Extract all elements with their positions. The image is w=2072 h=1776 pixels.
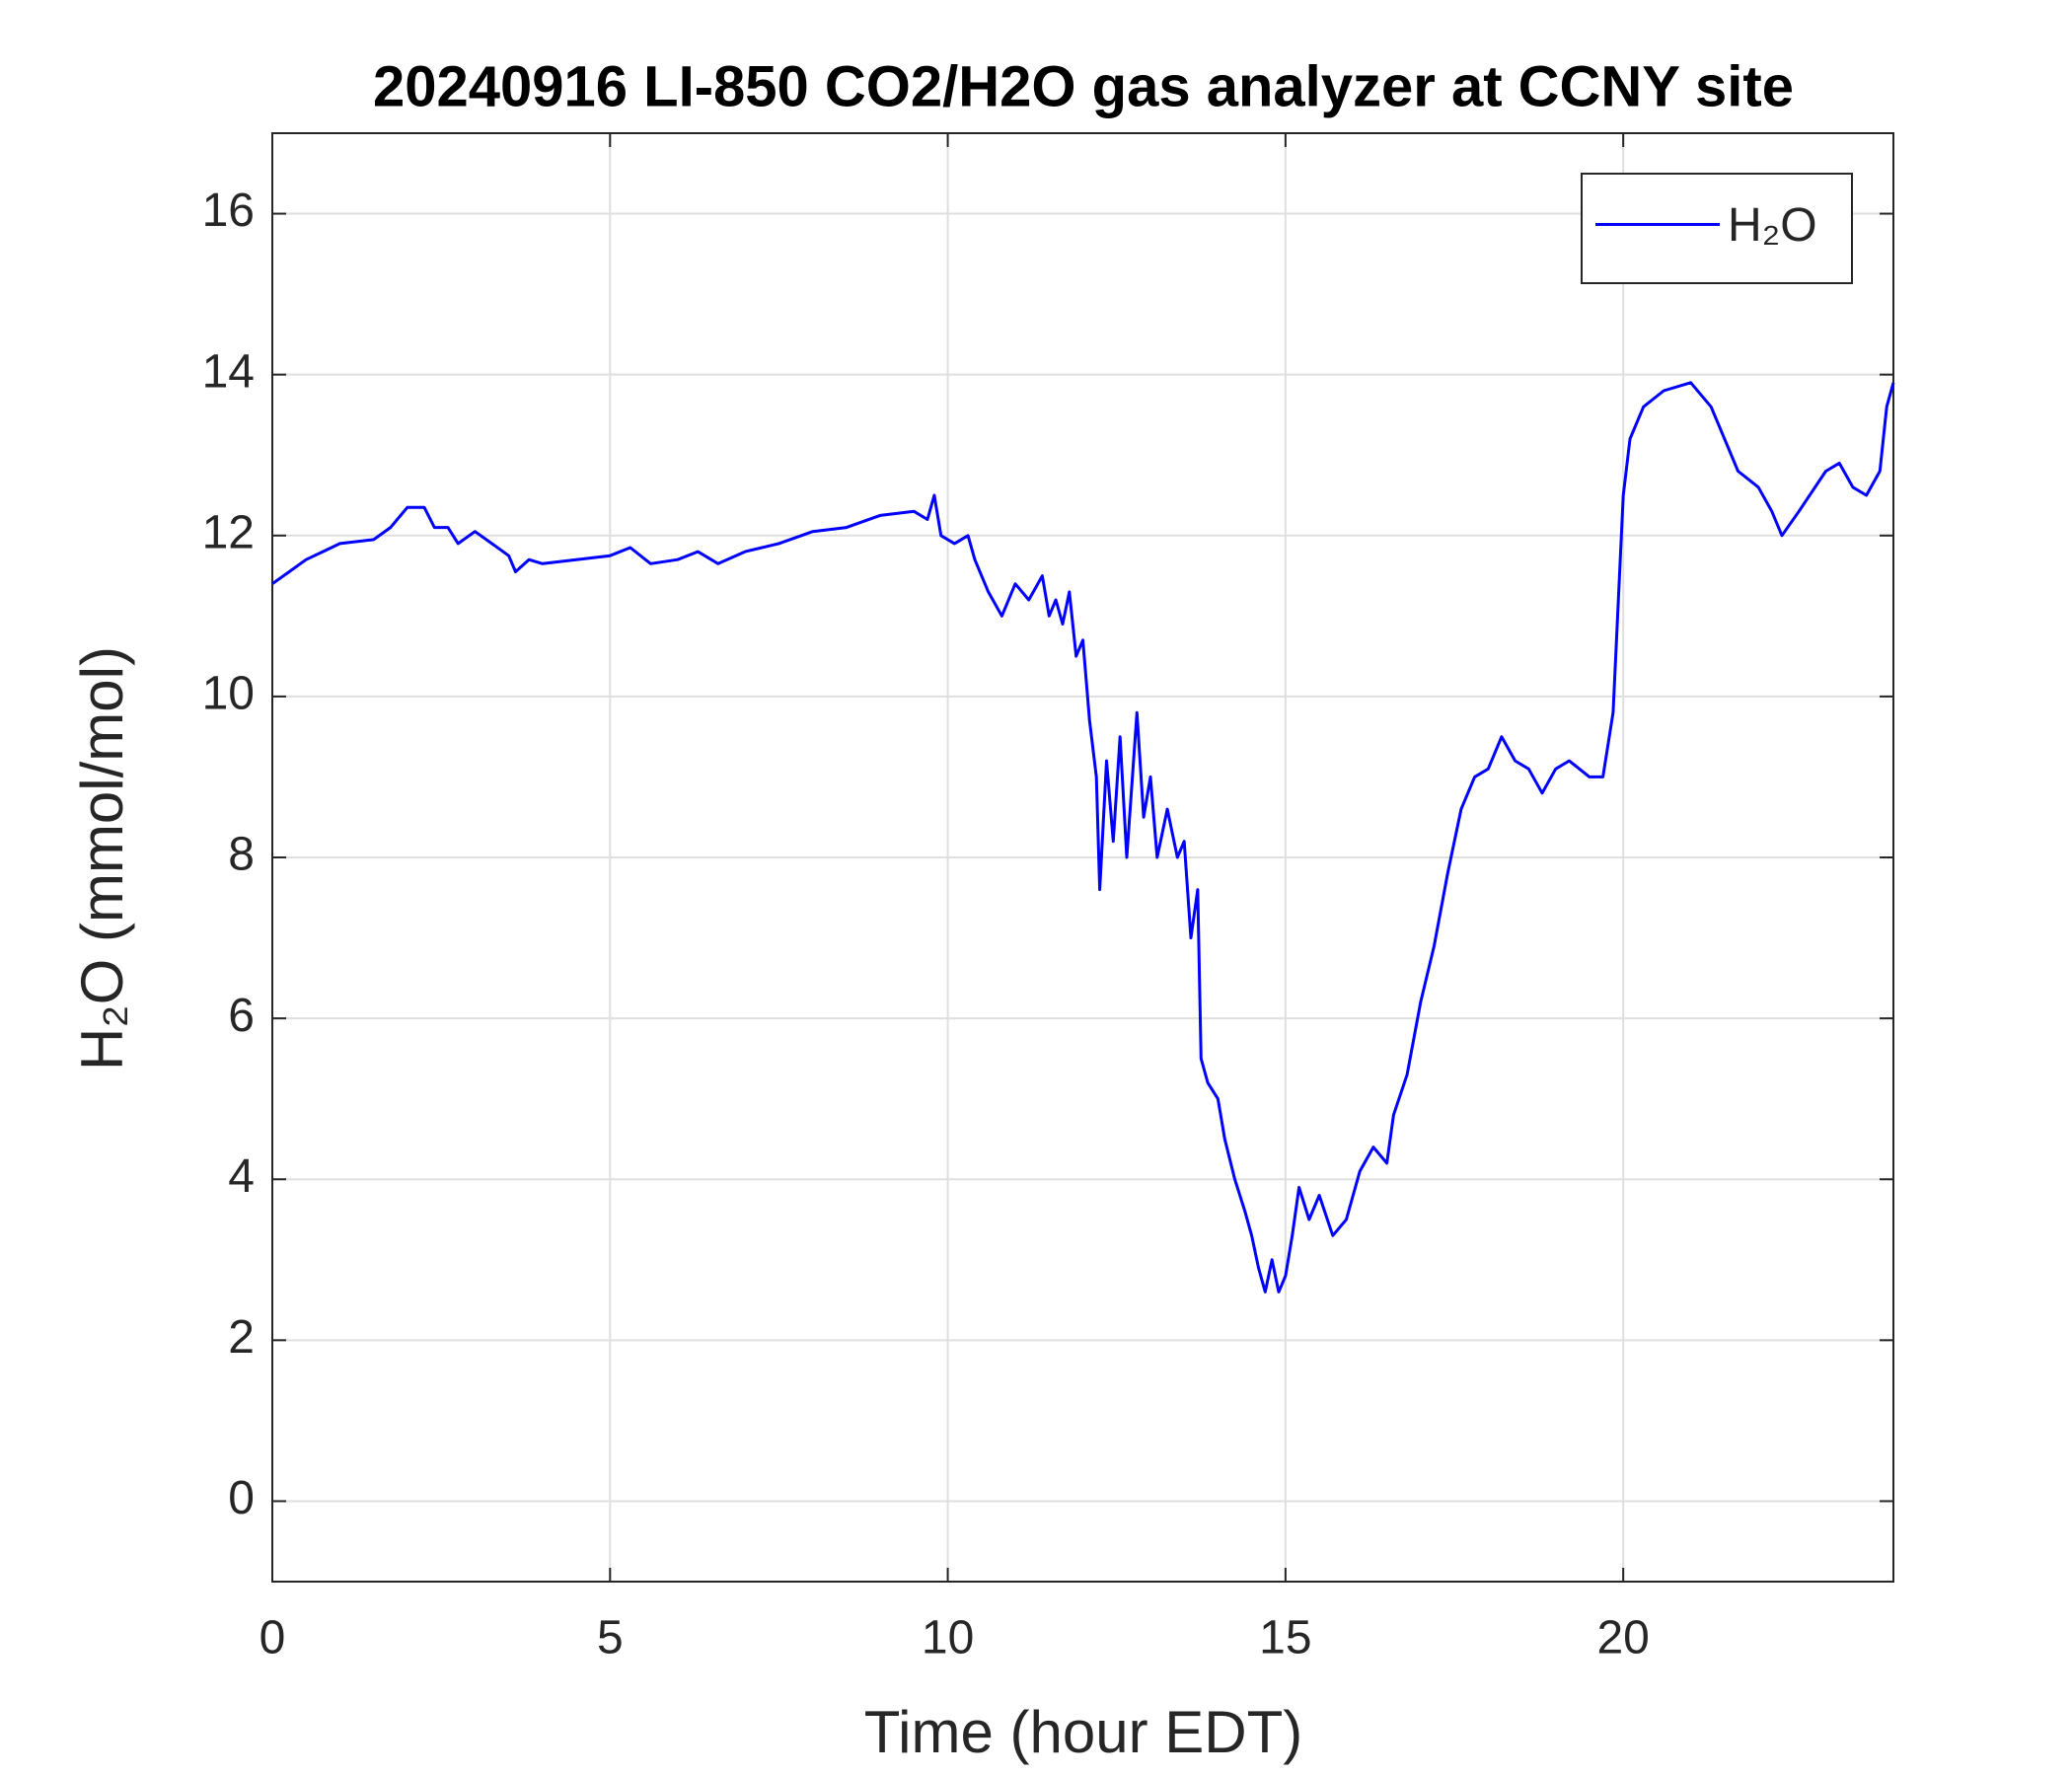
- legend-label: H₂O: [1728, 199, 1817, 252]
- y-tick-label: 12: [202, 506, 255, 558]
- x-axis-label: Time (hour EDT): [864, 1699, 1303, 1765]
- y-tick-label: 2: [228, 1311, 255, 1364]
- y-tick-label: 6: [228, 990, 255, 1042]
- chart-title: 20240916 LI-850 CO2/H2O gas analyzer at …: [373, 54, 1794, 118]
- x-tick-label: 15: [1259, 1612, 1311, 1665]
- y-tick-label: 14: [202, 345, 255, 398]
- plot-frame: [271, 132, 1894, 1583]
- x-tick-label: 0: [259, 1612, 286, 1665]
- legend-box: [1581, 173, 1853, 284]
- y-tick-label: 4: [228, 1150, 255, 1203]
- x-tick-label: 10: [922, 1612, 974, 1665]
- x-tick-label: 5: [597, 1612, 624, 1665]
- y-axis-label: H₂O (mmol/mol): [69, 646, 135, 1071]
- y-tick-label: 10: [202, 668, 255, 720]
- y-tick-label: 16: [202, 185, 255, 237]
- x-tick-label: 20: [1596, 1612, 1649, 1665]
- y-tick-label: 0: [228, 1472, 255, 1524]
- data-line: [271, 381, 1895, 1294]
- y-tick-label: 8: [228, 829, 255, 881]
